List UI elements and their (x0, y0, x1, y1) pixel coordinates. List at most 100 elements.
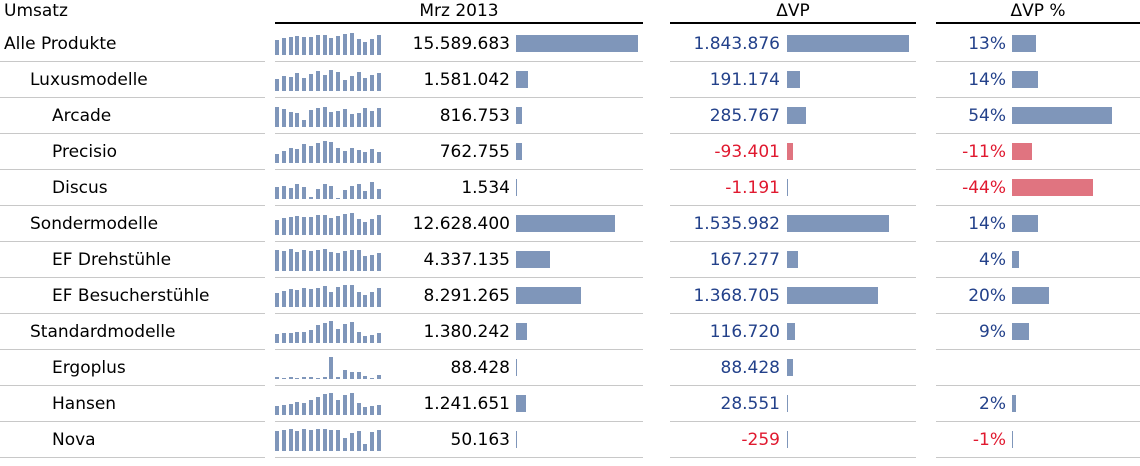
sparkline-bar (288, 111, 293, 127)
sparkline-bar (336, 429, 341, 451)
table-row: Nova 50.163 -259 -1% (0, 422, 1140, 458)
sparkline-bar (349, 114, 354, 127)
table-row: Sondermodelle 12.628.400 1.535.982 14% (0, 206, 1140, 242)
sparkline-bar (370, 38, 375, 55)
row-label: Ergoplus (0, 350, 265, 386)
delta-pct-text: 4% (979, 250, 1006, 270)
row-label: Discus (0, 170, 265, 206)
delta-text: -259 (741, 430, 780, 450)
sparkline (275, 314, 385, 350)
sparkline-bar (309, 196, 313, 199)
sparkline-bar (309, 400, 313, 415)
sparkline-bar (377, 188, 381, 199)
sparkline-bar (322, 141, 327, 163)
sparkline-bar (349, 322, 354, 343)
table-row: Discus 1.534 -1.191 -44% (0, 170, 1140, 206)
table-row: Hansen 1.241.651 28.551 2% (0, 386, 1140, 422)
sparkline-bar (349, 33, 354, 55)
table-row: Precisio 762.755 -93.401 -11% (0, 134, 1140, 170)
sparkline-bar (349, 147, 354, 163)
sparkline-bar (329, 69, 334, 91)
value-bar (516, 215, 615, 232)
table-row: Arcade 816.753 285.767 54% (0, 98, 1140, 134)
delta-text: 167.277 (709, 250, 780, 270)
value-tick (516, 179, 517, 196)
sparkline-bar (336, 400, 341, 415)
sparkline-bar (377, 215, 381, 235)
row-label: Precisio (0, 134, 265, 170)
sparkline-bar (363, 221, 368, 235)
sparkline-bar (302, 288, 307, 307)
header-value: Mrz 2013 (275, 0, 643, 24)
sparkline-bar (343, 109, 347, 127)
sparkline-bar (309, 216, 313, 235)
sparkline-bar (377, 107, 381, 127)
sparkline (275, 278, 385, 314)
row-label: EF Drehstühle (0, 242, 265, 278)
delta-bar (787, 359, 793, 376)
sparkline-bar (275, 334, 279, 343)
sparkline-bar (295, 216, 300, 235)
value-bar (516, 287, 581, 304)
delta-pct-bar (1012, 143, 1033, 160)
sparkline-bar (309, 377, 313, 379)
sparkline-bar (315, 108, 320, 127)
sparkline-bar (281, 333, 286, 343)
sparkline-bar (315, 143, 320, 163)
sparkline-bar (370, 291, 375, 307)
delta-bar (787, 35, 909, 52)
cell-border (670, 278, 916, 314)
delta-pct-text: 14% (968, 70, 1006, 90)
cell-border (670, 62, 916, 98)
sparkline-bar (281, 185, 286, 199)
sparkline-bar (288, 403, 293, 415)
sparkline-bar (322, 322, 327, 343)
sparkline-bar (275, 219, 279, 235)
sparkline-bar (315, 35, 320, 55)
sparkline (275, 62, 385, 98)
sparkline-bar (370, 255, 375, 271)
sparkline-bar (349, 186, 354, 199)
sparkline-bar (377, 73, 381, 91)
sparkline-bar (281, 217, 286, 235)
sparkline-bar (370, 406, 375, 415)
delta-pct-bar (1012, 35, 1037, 52)
delta-text: 1.535.982 (693, 214, 780, 234)
cell-border (275, 134, 643, 170)
table-row: Alle Produkte 15.589.683 1.843.876 13% (0, 26, 1140, 62)
value-text: 1.380.242 (423, 322, 510, 342)
delta-text: 191.174 (709, 70, 780, 90)
sparkline-bar (336, 376, 341, 379)
row-label: Nova (0, 422, 265, 458)
sparkline-bar (302, 377, 307, 379)
delta-pct-text: 9% (979, 322, 1006, 342)
table-row: EF Drehstühle 4.337.135 167.277 4% (0, 242, 1140, 278)
sparkline-bar (302, 144, 307, 163)
sparkline-bar (370, 181, 375, 199)
sparkline-bar (315, 287, 320, 307)
sparkline-bar (322, 249, 327, 271)
sparkline-bar (315, 429, 320, 451)
sparkline (275, 206, 385, 242)
sparkline-bar (309, 429, 313, 451)
delta-text: 1.368.705 (693, 286, 780, 306)
sparkline-bar (302, 37, 307, 55)
sparkline-bar (275, 186, 279, 199)
sparkline-bar (275, 154, 279, 163)
delta-tick (787, 179, 788, 196)
sparkline-bar (275, 78, 279, 91)
table-row: Ergoplus 88.428 88.428 (0, 350, 1140, 386)
sparkline-bar (288, 289, 293, 307)
value-bar (516, 71, 529, 88)
sparkline-bar (356, 331, 361, 343)
table-row: EF Besucherstühle 8.291.265 1.368.705 20% (0, 278, 1140, 314)
sparkline-bar (315, 70, 320, 91)
sparkline-bar (302, 186, 307, 199)
sparkline-bar (295, 332, 300, 343)
sparkline-bar (329, 430, 334, 451)
sparkline-bar (309, 109, 313, 127)
sparkline-bar (363, 335, 368, 343)
sparkline-bar (281, 430, 286, 451)
value-text: 15.589.683 (412, 34, 510, 54)
sparkline-bar (288, 249, 293, 271)
